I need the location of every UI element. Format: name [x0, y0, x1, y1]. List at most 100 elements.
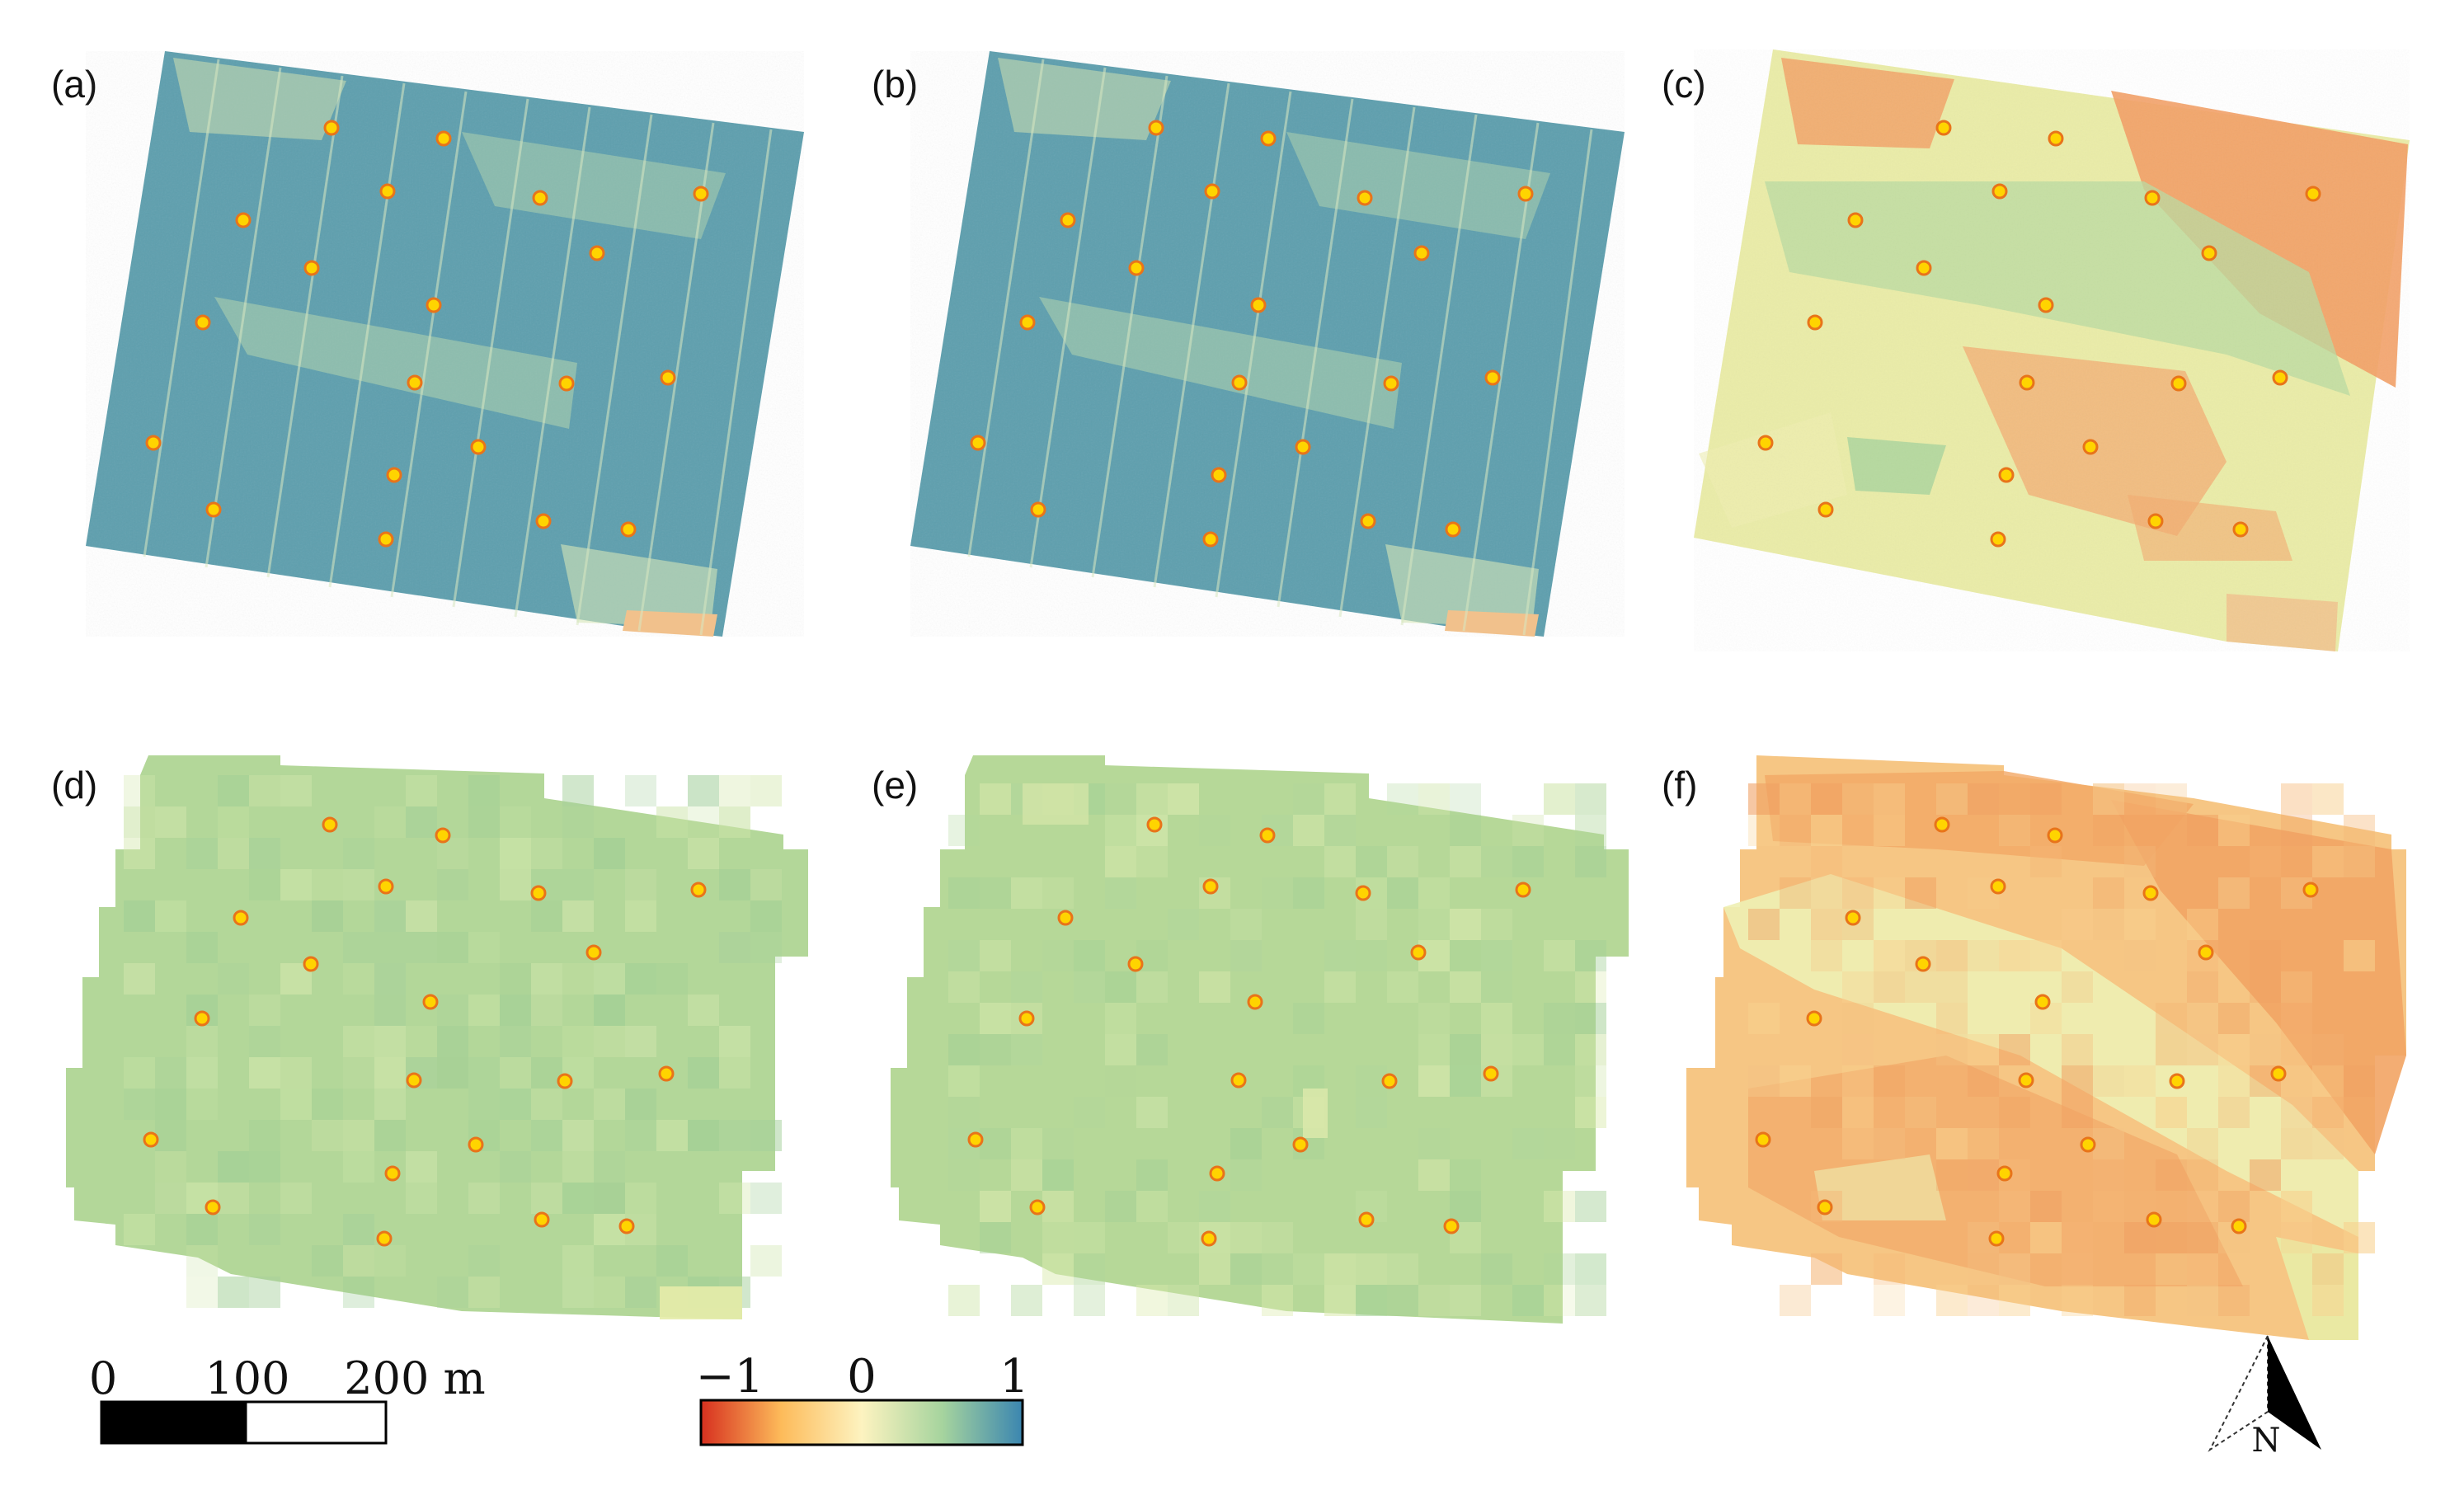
- raster-cell: [1999, 1097, 2030, 1128]
- raster-cell: [719, 1183, 750, 1214]
- raster-cell: [1748, 1065, 1780, 1097]
- raster-cell: [1481, 909, 1512, 940]
- raster-cell: [1293, 1003, 1324, 1034]
- raster-cell: [1387, 783, 1418, 815]
- raster-cell: [1105, 1191, 1136, 1222]
- sample-point: [379, 183, 396, 200]
- raster-cell: [1874, 1065, 1905, 1097]
- raster-cell: [312, 869, 343, 900]
- raster-cell: [1874, 783, 1905, 815]
- raster-cell: [594, 1151, 625, 1183]
- raster-cell: [249, 869, 280, 900]
- raster-cell: [406, 900, 437, 932]
- raster-cell: [1324, 846, 1356, 877]
- panel-label-a: (a): [51, 63, 97, 106]
- raster-cell: [1575, 1003, 1606, 1034]
- sample-point: [1381, 1073, 1398, 1089]
- raster-cell: [1105, 877, 1136, 909]
- raster-cell: [1544, 1034, 1575, 1065]
- raster-cell: [2250, 940, 2281, 971]
- raster-cell: [343, 1057, 374, 1089]
- raster-cell: [2062, 971, 2093, 1003]
- raster-cell: [1262, 1285, 1293, 1316]
- raster-cell: [1512, 1034, 1544, 1065]
- raster-cell: [1842, 1034, 1874, 1065]
- raster-cell: [1293, 783, 1324, 815]
- raster-cell: [249, 1277, 280, 1308]
- raster-cell: [562, 775, 594, 806]
- raster-cell: [1074, 971, 1105, 1003]
- sample-point: [1757, 435, 1774, 451]
- raster-cell: [468, 1277, 500, 1308]
- raster-cell: [1074, 1097, 1105, 1128]
- raster-cell: [2250, 971, 2281, 1003]
- raster-cell: [1230, 940, 1262, 971]
- raster-cell: [1230, 1253, 1262, 1285]
- raster-cell: [1999, 1285, 2030, 1316]
- raster-cell: [343, 869, 374, 900]
- panel-b: (b): [872, 51, 1625, 637]
- raster-cell: [625, 1183, 656, 1214]
- raster-cell: [1905, 1097, 1936, 1128]
- raster-cell: [531, 1183, 562, 1214]
- raster-cell: [1842, 877, 1874, 909]
- raster-cell: [2218, 1034, 2250, 1065]
- raster-cell: [2344, 1222, 2375, 1253]
- sample-point: [435, 130, 452, 147]
- raster-cell: [2030, 940, 2062, 971]
- raster-cell: [688, 775, 719, 806]
- raster-cell: [249, 1214, 280, 1245]
- sample-point: [1445, 521, 1461, 538]
- sample-point: [376, 1230, 393, 1247]
- sample-point: [532, 190, 548, 206]
- raster-cell: [1262, 1097, 1293, 1128]
- raster-cell: [2344, 815, 2375, 846]
- raster-cell: [249, 1057, 280, 1089]
- raster-cell: [1356, 909, 1387, 940]
- raster-cell: [2187, 1003, 2218, 1034]
- raster-cell: [1262, 1222, 1293, 1253]
- raster-cell: [500, 806, 531, 838]
- sample-point: [1817, 501, 1834, 518]
- sample-point: [1847, 212, 1864, 228]
- raster-cell: [2093, 1191, 2124, 1222]
- raster-cell: [1481, 1253, 1512, 1285]
- raster-cell: [1011, 1128, 1042, 1159]
- raster-cell: [218, 806, 249, 838]
- raster-cell: [948, 1034, 980, 1065]
- raster-cell: [218, 775, 249, 806]
- panel-label-f: (f): [1662, 764, 1697, 806]
- raster-cell: [2281, 1034, 2312, 1065]
- raster-cell: [280, 1183, 312, 1214]
- sample-point: [620, 521, 637, 538]
- raster-cell: [1418, 1128, 1450, 1159]
- raster-cell: [948, 877, 980, 909]
- raster-cell: [406, 775, 437, 806]
- raster-cell: [750, 1120, 782, 1151]
- raster-cell: [1356, 940, 1387, 971]
- raster-cell: [1811, 815, 1842, 846]
- raster-cell: [2187, 1253, 2218, 1285]
- raster-cell: [688, 1120, 719, 1151]
- raster-cell: [1874, 1253, 1905, 1285]
- raster-cell: [1011, 877, 1042, 909]
- raster-cell: [468, 1183, 500, 1214]
- raster-cell: [249, 1120, 280, 1151]
- sample-point: [1250, 297, 1267, 313]
- panel-label-c: (c): [1662, 63, 1706, 106]
- raster-cell: [1418, 877, 1450, 909]
- raster-cell: [406, 1151, 437, 1183]
- scale-segment-black: [101, 1402, 246, 1443]
- raster-cell: [2030, 783, 2062, 815]
- raster-cell: [1450, 1034, 1481, 1065]
- sample-point: [2019, 374, 2035, 391]
- sample-point: [1060, 212, 1076, 228]
- raster-cell: [124, 1057, 155, 1089]
- sample-point: [1443, 1218, 1460, 1234]
- raster-cell: [2093, 1128, 2124, 1159]
- raster-cell: [124, 775, 155, 806]
- raster-cell: [2218, 1003, 2250, 1034]
- raster-cell: [1324, 940, 1356, 971]
- raster-cell: [1936, 1285, 1968, 1316]
- raster-cell: [531, 1089, 562, 1120]
